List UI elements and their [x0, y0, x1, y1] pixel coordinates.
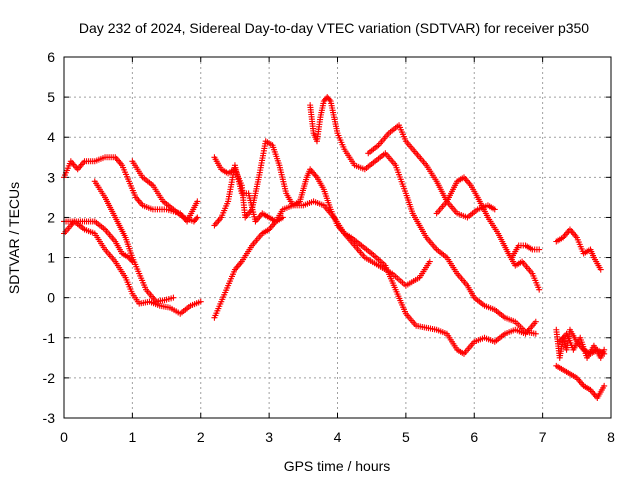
y-tick-label: 5 — [47, 89, 55, 105]
series-track-8 — [211, 162, 286, 229]
data-point — [601, 346, 608, 353]
x-tick-label: 3 — [265, 429, 273, 445]
x-tick-label: 6 — [470, 429, 478, 445]
x-axis-label: GPS time / hours — [284, 458, 391, 474]
data-point — [170, 294, 177, 301]
data-point — [601, 382, 608, 389]
y-axis-label: SDTVAR / TECUs — [6, 182, 22, 294]
x-tick-label: 0 — [60, 429, 68, 445]
y-tick-label: -2 — [43, 370, 56, 386]
plot-frame — [63, 56, 612, 419]
series-track-10 — [365, 122, 498, 221]
x-tick-label: 2 — [197, 429, 205, 445]
series-track-5 — [129, 158, 201, 225]
series-track-3 — [61, 218, 204, 317]
y-tick-label: 2 — [47, 209, 55, 225]
x-tick-label: 4 — [334, 429, 342, 445]
series-track-11 — [433, 174, 543, 293]
y-tick-label: -1 — [43, 330, 56, 346]
data-point — [597, 266, 604, 273]
series-track-4 — [91, 178, 177, 305]
series-track-6 — [211, 198, 433, 321]
data-point — [532, 330, 539, 337]
data-point — [536, 246, 543, 253]
series-track-9 — [307, 94, 539, 337]
x-tick-label: 8 — [607, 429, 615, 445]
x-tick-label: 1 — [128, 429, 136, 445]
series-track-12 — [508, 242, 543, 261]
x-tick-label: 5 — [402, 429, 410, 445]
data-point — [426, 258, 433, 265]
data-point — [194, 198, 201, 205]
y-tick-label: 3 — [47, 169, 55, 185]
data-point — [193, 215, 200, 222]
y-tick-label: 1 — [47, 250, 55, 266]
x-tick-label: 7 — [539, 429, 547, 445]
series-track-7 — [211, 138, 539, 357]
series-track-16 — [556, 330, 608, 361]
data-point — [491, 206, 498, 213]
data-point — [279, 214, 286, 221]
data-point — [536, 286, 543, 293]
y-tick-label: -3 — [43, 410, 56, 426]
y-tick-label: 4 — [47, 129, 55, 145]
chart-title: Day 232 of 2024, Sidereal Day-to-day VTE… — [79, 20, 589, 36]
series-track-15 — [553, 362, 608, 401]
y-tick-label: 0 — [47, 290, 55, 306]
data-point — [194, 214, 201, 221]
data-point — [197, 298, 204, 305]
data-series — [61, 94, 608, 401]
y-tick-label: 6 — [47, 49, 55, 65]
grid-lines — [64, 57, 611, 418]
data-point — [532, 318, 539, 325]
series-track-13 — [553, 226, 604, 273]
data-point — [326, 96, 333, 103]
